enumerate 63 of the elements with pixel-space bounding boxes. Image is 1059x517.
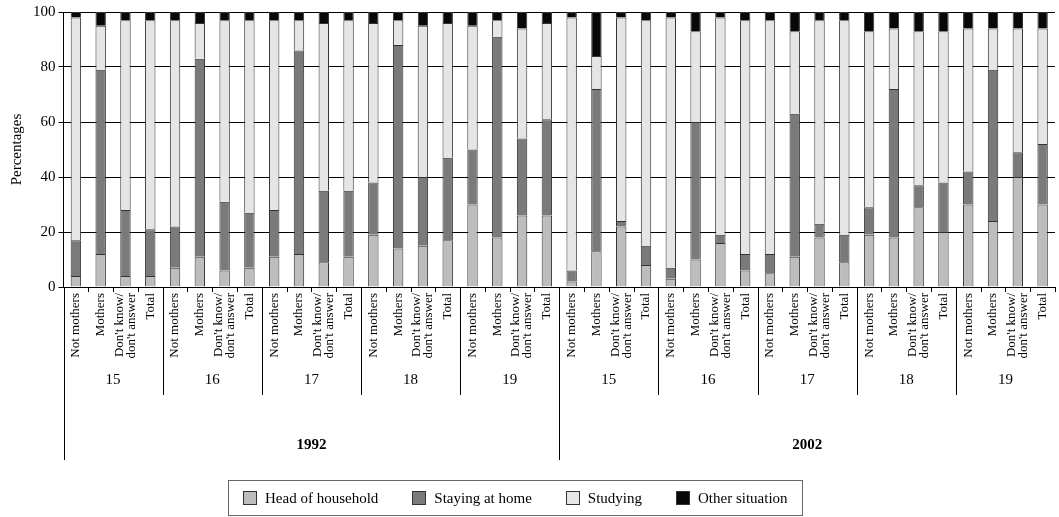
x-tick-label: Total xyxy=(339,292,355,320)
y-tick-label: 0 xyxy=(48,277,56,294)
text: 17 xyxy=(799,370,816,387)
x-tick-label: Mothers xyxy=(786,293,802,337)
x-tick-label: Total xyxy=(538,292,554,320)
x-tick-label: Mothers xyxy=(389,293,405,337)
y-tick-label: 80 xyxy=(40,57,56,74)
x-tick-label: Don't know/ don't answer xyxy=(309,292,337,359)
x-tick-label: Total xyxy=(637,292,653,320)
text: 19 xyxy=(997,370,1013,387)
text: 18 xyxy=(403,370,419,387)
x-tick-label: Total xyxy=(736,292,752,320)
x-tick-label: Not mothers xyxy=(67,293,83,358)
x-tick-label: Total xyxy=(835,292,851,320)
x-tick-label: Don't know/ don't answer xyxy=(606,292,634,359)
y-axis-title: Percentages xyxy=(7,113,24,186)
x-tick-label: Total xyxy=(141,292,157,320)
text: 16 xyxy=(204,370,221,387)
x-tick-label: Total xyxy=(439,292,455,320)
y-tick-label: 40 xyxy=(40,167,56,184)
text: 17 xyxy=(303,370,320,387)
text: 18 xyxy=(898,370,914,387)
x-tick-label: Don't know/ don't answer xyxy=(110,292,138,359)
text: 2002 xyxy=(792,435,823,452)
x-tick-label: Not mothers xyxy=(662,293,678,358)
x-tick-label: Mothers xyxy=(984,293,1000,337)
x-tick-label: Not mothers xyxy=(166,293,182,358)
x-tick-label: Don't know/ don't answer xyxy=(507,292,535,359)
x-tick-label: Mothers xyxy=(290,293,306,337)
x-tick-label: Not mothers xyxy=(761,293,777,358)
x-tick-label: Mothers xyxy=(92,293,108,337)
x-tick-label: Mothers xyxy=(191,293,207,337)
x-tick-label: Not mothers xyxy=(265,293,281,358)
x-tick-label: Not mothers xyxy=(563,293,579,358)
x-tick-label: Mothers xyxy=(488,293,504,337)
x-tick-label: Mothers xyxy=(587,293,603,337)
legend-label: Other situation xyxy=(698,489,788,507)
y-tick-label: 100 xyxy=(33,2,56,19)
y-tick-label: 60 xyxy=(40,112,56,129)
x-tick-label: Not mothers xyxy=(364,293,380,358)
x-tick-label: Total xyxy=(934,292,950,320)
text: 15 xyxy=(105,370,121,387)
x-tick-label: Don't know/ don't answer xyxy=(705,292,733,359)
text: 1992 xyxy=(296,435,327,452)
x-tick-label: Not mothers xyxy=(463,293,479,358)
x-tick-label: Mothers xyxy=(885,293,901,337)
x-tick-label: Don't know/ don't answer xyxy=(804,292,832,359)
x-tick-label: Not mothers xyxy=(959,293,975,358)
x-tick-label: Mothers xyxy=(687,293,702,337)
y-tick-label: 20 xyxy=(40,222,56,239)
x-tick-label: Don't know/ don't answer xyxy=(904,292,932,359)
text: 16 xyxy=(700,370,716,387)
x-tick-label: Don't know/ don't answer xyxy=(1003,292,1031,359)
x-tick-label: Total xyxy=(1034,292,1050,320)
x-tick-label: Don't know/ don't answer xyxy=(408,292,436,359)
legend-label: Studying xyxy=(587,489,642,507)
x-tick-label: Don't know/ don't answer xyxy=(210,292,238,359)
text: 15 xyxy=(601,370,617,387)
text: 19 xyxy=(502,370,518,387)
x-tick-label: Not mothers xyxy=(860,293,876,358)
x-tick-label: Total xyxy=(240,292,256,320)
legend-label: Head of household xyxy=(265,489,379,507)
legend-label: Staying at home xyxy=(434,489,532,507)
